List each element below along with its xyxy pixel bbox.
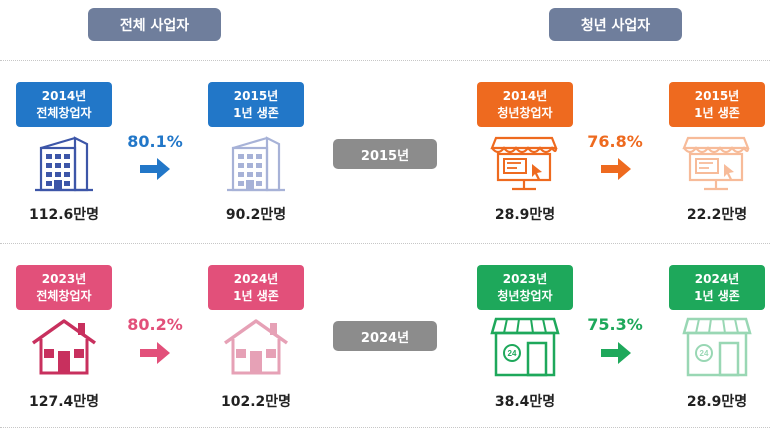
divider bbox=[0, 60, 770, 61]
tag-2014-youth-founders: 2014년 청년창업자 bbox=[477, 82, 573, 127]
tag-2024-all-survival: 2024년 1년 생존 bbox=[208, 265, 304, 310]
header-youth-businesses: 청년 사업자 bbox=[549, 8, 682, 41]
office-building-icon bbox=[29, 134, 99, 194]
tag-2015-youth-survival: 2015년 1년 생존 bbox=[669, 82, 765, 127]
count-2024-youth: 28.9만명 bbox=[686, 394, 748, 410]
shop-kiosk-icon bbox=[490, 134, 560, 194]
count-2014-youth: 28.9만명 bbox=[494, 207, 556, 223]
rate-2015-youth: 76.8% bbox=[587, 132, 643, 151]
rate-2015-all: 80.1% bbox=[127, 132, 183, 151]
tag-2015-all-survival: 2015년 1년 생존 bbox=[208, 82, 304, 127]
arrow-right-icon bbox=[601, 158, 631, 180]
house-icon bbox=[29, 317, 99, 377]
arrow-right-icon bbox=[140, 342, 170, 364]
house-icon bbox=[221, 317, 291, 377]
convenience-store-icon: 24 bbox=[490, 317, 560, 377]
rate-2024-youth: 75.3% bbox=[587, 315, 643, 334]
year-label-2015: 2015년 bbox=[333, 139, 437, 169]
count-2023-youth: 38.4만명 bbox=[494, 394, 556, 410]
arrow-right-icon bbox=[140, 158, 170, 180]
count-2015-all: 90.2만명 bbox=[225, 207, 287, 223]
tag-2023-all-founders: 2023년 전체창업자 bbox=[16, 265, 112, 310]
count-2015-youth: 22.2만명 bbox=[686, 207, 748, 223]
tag-2024-youth-survival: 2024년 1년 생존 bbox=[669, 265, 765, 310]
header-all-businesses: 전체 사업자 bbox=[88, 8, 221, 41]
rate-2024-all: 80.2% bbox=[127, 315, 183, 334]
convenience-store-icon: 24 bbox=[682, 317, 752, 377]
divider bbox=[0, 243, 770, 244]
count-2014-all: 112.6만명 bbox=[28, 207, 100, 223]
shop-kiosk-icon bbox=[682, 134, 752, 194]
tag-2014-all-founders: 2014년 전체창업자 bbox=[16, 82, 112, 127]
divider bbox=[0, 427, 770, 428]
year-label-2024: 2024년 bbox=[333, 321, 437, 351]
store-number: 24 bbox=[508, 349, 517, 358]
store-number: 24 bbox=[700, 349, 709, 358]
office-building-icon bbox=[221, 134, 291, 194]
count-2024-all: 102.2만명 bbox=[220, 394, 292, 410]
count-2023-all: 127.4만명 bbox=[28, 394, 100, 410]
arrow-right-icon bbox=[601, 342, 631, 364]
tag-2023-youth-founders: 2023년 청년창업자 bbox=[477, 265, 573, 310]
